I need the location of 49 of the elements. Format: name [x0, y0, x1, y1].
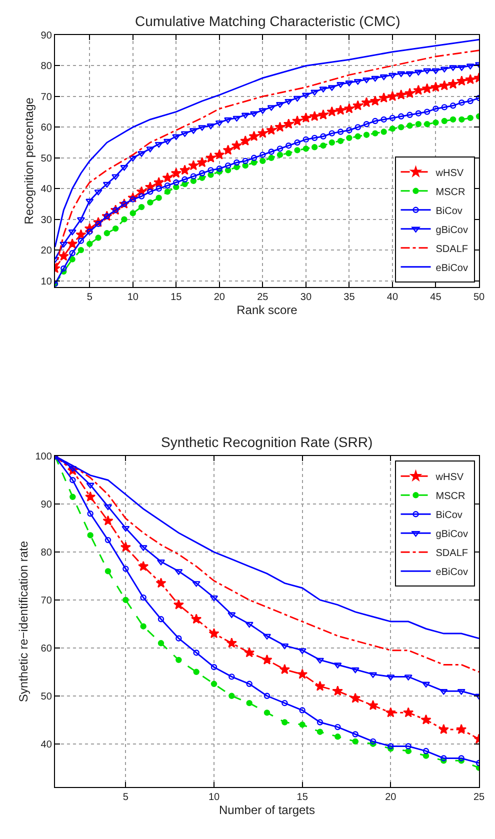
legend-label: BiCov	[436, 206, 462, 217]
y-tick-label: 50	[40, 691, 52, 702]
x-tick-label: 20	[214, 292, 226, 304]
y-tick-label: 70	[40, 595, 52, 606]
x-tick-label: 40	[386, 292, 398, 304]
x-tick-label: 30	[300, 292, 312, 304]
y-axis-title: Synthetic re−identification rate	[16, 540, 31, 702]
y-tick-label: 80	[40, 61, 52, 72]
x-tick-label: 10	[127, 292, 139, 304]
legend-label: wHSV	[434, 168, 464, 179]
legend-label: eBiCov	[436, 262, 468, 274]
x-axis-title: Number of targets	[218, 803, 316, 818]
y-tick-label: 20	[40, 246, 52, 257]
x-tick-label: 5	[122, 792, 129, 804]
y-tick-label: 30	[40, 214, 52, 226]
legend-label: MSCR	[436, 186, 466, 198]
y-axis-title: Recognition percentage	[22, 97, 36, 224]
x-tick-label: 50	[473, 292, 485, 304]
x-axis-title: Rank score	[236, 303, 298, 318]
y-tick-label: 10	[40, 276, 52, 288]
x-tick-label: 25	[257, 292, 269, 304]
y-tick-label: 80	[40, 548, 52, 559]
y-tick-label: 40	[40, 739, 52, 750]
legend-label: SDALF	[436, 548, 468, 560]
x-tick-label: 25	[473, 792, 485, 804]
legend-label: MSCR	[436, 491, 466, 502]
x-tick-label: 35	[344, 292, 356, 304]
x-tick-label: 5	[86, 292, 93, 304]
y-tick-label: 90	[40, 30, 52, 42]
y-tick-label: 60	[40, 643, 52, 654]
y-tick-label: 50	[40, 153, 52, 164]
y-tick-label: 100	[35, 452, 52, 463]
legend-label: BiCov	[436, 510, 462, 522]
legend-label: eBiCov	[436, 567, 468, 578]
chart-title: Cumulative Matching Characteristic (CMC)	[135, 13, 400, 29]
legend-label: gBiCov	[436, 529, 468, 540]
y-tick-label: 60	[40, 122, 52, 134]
y-tick-label: 40	[40, 184, 52, 196]
y-tick-label: 90	[40, 500, 52, 511]
legend-label: wHSV	[434, 472, 464, 484]
x-tick-label: 45	[430, 292, 442, 304]
y-tick-label: 70	[40, 92, 52, 103]
legend-label: SDALF	[436, 244, 468, 255]
x-tick-label: 10	[208, 792, 220, 804]
x-tick-label: 15	[170, 292, 182, 304]
x-tick-label: 20	[385, 792, 397, 804]
legend-label: gBiCov	[436, 224, 468, 236]
x-tick-label: 15	[296, 792, 308, 804]
chart-title: Synthetic Recognition Rate (SRR)	[161, 434, 373, 450]
